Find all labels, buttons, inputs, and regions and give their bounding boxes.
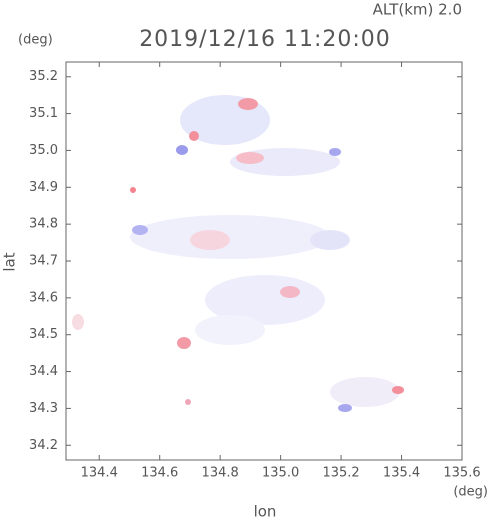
- x-unit: (deg): [453, 485, 488, 500]
- x-tick-label: 135.0: [262, 466, 299, 481]
- y-tick-label: 34.8: [29, 217, 58, 232]
- x-tick-label: 134.6: [141, 466, 178, 481]
- echo-field: [72, 95, 404, 412]
- y-unit: (deg): [18, 33, 53, 48]
- x-tick-label: 134.4: [81, 466, 118, 481]
- y-tick-label: 34.7: [29, 254, 58, 269]
- y-tick-label: 34.4: [29, 364, 58, 379]
- y-tick-label: 35.2: [29, 69, 58, 84]
- y-tick-label: 35.0: [29, 143, 58, 158]
- y-tick-label: 34.5: [29, 327, 58, 342]
- y-tick-label: 34.2: [29, 438, 58, 453]
- x-axis-label: lon: [254, 503, 277, 521]
- x-tick-label: 135.6: [443, 466, 480, 481]
- y-tick-label: 34.3: [29, 401, 58, 416]
- x-tick-label: 134.8: [202, 466, 239, 481]
- x-tick-label: 135.4: [383, 466, 420, 481]
- subtitle: ALT(km) 2.0: [373, 1, 462, 19]
- y-tick-label: 34.9: [29, 180, 58, 195]
- y-tick-label: 34.6: [29, 290, 58, 305]
- y-tick-label: 35.1: [29, 106, 58, 121]
- chart-title: 2019/12/16 11:20:00: [139, 27, 391, 52]
- x-tick-label: 135.2: [322, 466, 359, 481]
- y-axis-label: lat: [1, 252, 19, 271]
